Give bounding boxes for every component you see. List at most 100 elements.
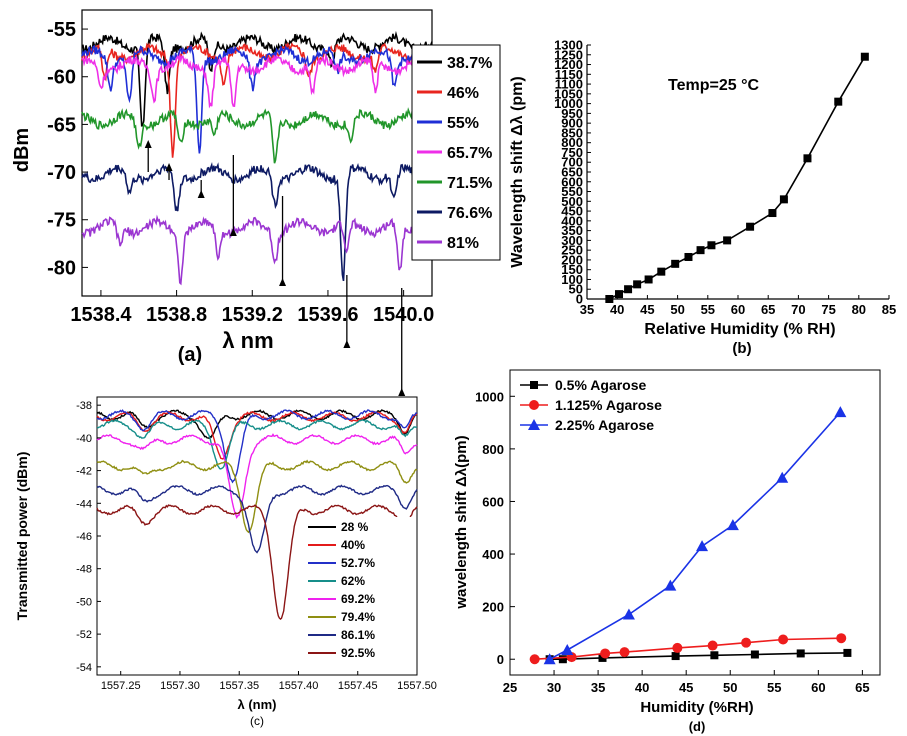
panel-b-point <box>834 97 843 106</box>
panel-d-xtick-label: 55 <box>767 680 781 695</box>
panel-b-xtick-label: 65 <box>761 302 775 317</box>
panel-b-point <box>684 252 693 261</box>
panel-d-ytick-label: 1000 <box>475 389 504 404</box>
panel-a-xtick-label: 1539.6 <box>297 304 358 326</box>
panel-d-series-3-point <box>834 406 847 418</box>
panel-c-series-6 <box>96 459 418 534</box>
panel-d-series-3-point <box>561 644 574 656</box>
panel-c-xtick-label: 1557.30 <box>160 680 200 692</box>
panel-b-xtick-label: 35 <box>580 302 594 317</box>
panel-b-ytick-label: 650 <box>561 165 583 180</box>
panel-a-ytick-label: -75 <box>47 210 76 232</box>
panel-c-ytick-label: -46 <box>76 531 92 543</box>
panel-d-series-2-point <box>619 647 630 658</box>
panel-d-caption: (d) <box>689 719 706 734</box>
panel-d-ytick-label: 0 <box>497 652 504 667</box>
panel-c-curves <box>96 409 418 621</box>
panel-b-ytick-label: 1000 <box>554 96 583 111</box>
panel-b-point <box>696 246 705 255</box>
panel-c-series-2 <box>96 410 418 460</box>
panel-a-chart: -55-60-65-70-75-80 1538.4 1538.8 1539.2 153… <box>11 9 501 396</box>
panel-a-series-3 <box>81 43 433 154</box>
panel-b-ytick-label: 950 <box>561 106 583 121</box>
panel-b-ytick-label: 100 <box>561 272 583 287</box>
panel-b-xtick-label: 45 <box>640 302 654 317</box>
panel-b-xticks: 35 40 45 50 55 60 65 70 75 80 85 <box>580 295 896 317</box>
panel-d-series-3-point <box>696 540 709 552</box>
panel-d-xtick-label: 35 <box>591 680 605 695</box>
panel-b-xtick-label: 70 <box>791 302 805 317</box>
panel-d-series-1-point <box>671 652 680 661</box>
panel-b-ytick-label: 700 <box>561 155 583 170</box>
panel-c-ytick-label: -52 <box>76 629 92 641</box>
panel-d-series-2-point <box>600 648 611 659</box>
panel-d-series-1-point <box>598 653 607 662</box>
panel-d-curves <box>529 406 852 665</box>
panel-a-arrow-head <box>165 163 173 171</box>
panel-a-ytick-label: -55 <box>47 19 76 41</box>
panel-a-xtick-label: 1539.2 <box>222 304 283 326</box>
panel-a-xtick-label: 1538.4 <box>70 304 132 326</box>
panel-d-series-2-point <box>672 642 683 653</box>
panel-c-xticks: 1557.25 1557.30 1557.35 1557.40 1557.45 1557.… <box>101 671 437 692</box>
panel-b-ytick-label: 0 <box>576 292 583 307</box>
panel-d-series-3-point <box>726 519 739 531</box>
panel-a-caption: (a) <box>178 344 202 366</box>
panel-a-xtick-label: 1540.0 <box>373 304 434 326</box>
panel-c-legend-label: 79.4% <box>341 610 375 624</box>
panel-d-xtick-label: 60 <box>811 680 825 695</box>
panel-a-ytick-label: -70 <box>47 162 76 184</box>
panel-b-point <box>633 280 642 289</box>
panel-b-xtick-label: 55 <box>701 302 715 317</box>
panel-c-legend-label: 52.7% <box>341 556 375 570</box>
panel-c-series-7 <box>96 484 418 554</box>
panel-b-ytick-label: 450 <box>561 204 583 219</box>
panel-d-xtick-label: 30 <box>547 680 561 695</box>
panel-a-series-6 <box>81 162 433 282</box>
panel-b-point <box>803 154 812 163</box>
panel-b-ytick-label: 200 <box>561 252 583 267</box>
panel-b-ytick-label: 800 <box>561 135 583 150</box>
panel-b-ytick-label: 350 <box>561 223 583 238</box>
panel-d-series-1-point <box>843 648 852 657</box>
panel-d-ytick-label: 200 <box>482 600 504 615</box>
panel-d-series-2-point <box>529 654 540 665</box>
panel-d-xtick-label: 50 <box>723 680 737 695</box>
panel-a-arrow-head <box>144 140 152 148</box>
panel-d-series-2-point <box>778 634 789 645</box>
panel-c-xtick-label: 1557.40 <box>279 680 319 692</box>
panel-b-xlabel: Relative Humidity (% RH) <box>644 321 835 338</box>
panel-d-series-1-point <box>558 655 567 664</box>
panel-b-ytick-label: 1250 <box>554 47 583 62</box>
panel-a-legend-label: 46% <box>447 85 479 102</box>
panel-b-annotation: Temp=25 °C <box>668 77 759 94</box>
panel-b-point <box>707 241 716 250</box>
panel-d-ytick-label: 400 <box>482 547 504 562</box>
panel-c-series-4 <box>96 418 417 470</box>
panel-d-series-3-point <box>622 608 635 620</box>
panel-a-ytick-label: -65 <box>47 114 76 136</box>
panel-d-legend-marker <box>528 419 540 430</box>
panel-b-chart: 0501001502002503003504004505005506006507… <box>509 38 896 358</box>
panel-b-ytick-label: 850 <box>561 125 583 140</box>
panel-a-legend-label: 71.5% <box>447 175 492 192</box>
panel-d-series-3-line <box>549 411 841 660</box>
panel-c-series-8 <box>96 504 418 621</box>
panel-d-legend-marker <box>530 381 538 389</box>
panel-a-arrows <box>144 140 406 396</box>
panel-d-series-1-point <box>796 649 805 658</box>
panel-c-ytick-label: -48 <box>76 564 92 576</box>
panel-d-legend: 0.5% Agarose 1.125% Agarose 2.25% Agarose <box>520 377 662 433</box>
panel-d-xlabel: Humidity (%RH) <box>640 699 753 716</box>
panel-a-series-1 <box>81 30 433 127</box>
panel-b-ytick-label: 400 <box>561 213 583 228</box>
panel-c-xtick-label: 1557.45 <box>338 680 378 692</box>
panel-c-ytick-label: -44 <box>76 498 92 510</box>
panel-b-ytick-label: 1100 <box>555 77 583 92</box>
panel-c-legend-label: 28 % <box>341 520 369 534</box>
panel-b-ytick-label: 500 <box>561 194 583 209</box>
panel-a-series-4 <box>81 52 433 109</box>
panel-a-series-7 <box>81 214 433 286</box>
panel-d-ytick-label: 600 <box>482 494 504 509</box>
